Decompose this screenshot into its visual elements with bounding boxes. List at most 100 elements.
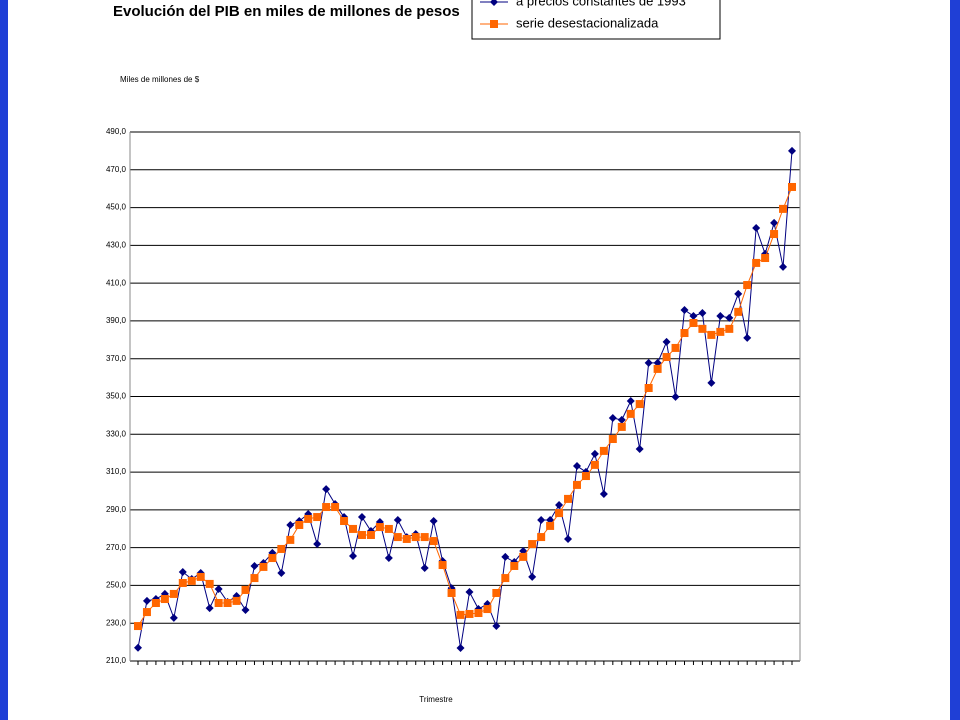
point [779,204,788,213]
point [331,503,340,512]
legend-label: serie desestacionalizada [516,15,659,30]
point [142,608,151,617]
point [680,329,689,338]
point [761,254,770,263]
point [160,595,169,604]
point [653,364,662,373]
point [537,516,546,525]
point [734,307,743,316]
legend-box [471,0,721,40]
y-axis-label: Miles de millones de $ [120,75,200,84]
point [205,579,214,588]
point [671,392,680,401]
point [572,480,581,489]
point [572,462,581,471]
point [277,568,286,577]
y-tick-label: 290,0 [106,505,127,514]
point [134,643,142,652]
point [447,588,456,597]
point [608,414,617,423]
y-tick-label: 250,0 [106,581,127,590]
point [644,358,653,367]
point [429,517,438,526]
point [384,524,393,533]
legend-label: a precios constantes de 1993 [516,0,686,8]
point [689,312,698,321]
series-line [137,186,793,627]
point [752,223,761,232]
point [510,561,519,570]
y-tick-label: 330,0 [106,429,127,438]
point [322,485,331,494]
point [322,503,331,512]
chart-title: Evolución del PIB en miles de millones d… [113,3,460,20]
point [635,445,644,454]
y-tick-label: 490,0 [106,127,127,136]
point [223,598,232,607]
point [474,609,483,618]
point [788,146,796,155]
point [635,400,644,409]
point [295,520,304,529]
point [617,422,626,431]
point [653,358,662,367]
point [725,313,734,322]
x-axis-label: Trimestre [419,695,453,704]
point [599,446,608,455]
point [465,609,474,618]
point [734,289,743,298]
point [349,551,358,560]
y-tick-label: 390,0 [106,316,127,325]
point [716,327,725,336]
point [178,568,187,577]
point [483,605,492,614]
point [151,598,160,607]
point [313,513,322,522]
point [492,622,501,631]
slide-border [0,0,8,720]
point [608,435,617,444]
point [250,574,259,583]
y-tick-label: 350,0 [106,392,127,401]
point [492,588,501,597]
point [375,523,384,532]
point [286,520,295,529]
point [501,552,510,561]
point [214,585,223,594]
point [420,533,429,542]
point [752,258,761,267]
point [671,343,680,352]
point [232,596,241,605]
point [456,610,465,619]
point [546,521,555,530]
point [555,509,564,518]
point [490,0,498,6]
point [564,534,573,543]
point [537,533,546,542]
point [689,319,698,328]
point [716,312,725,321]
point [770,230,779,239]
y-tick-label: 470,0 [106,165,127,174]
point [725,324,734,333]
point [788,182,796,191]
point [384,554,393,563]
point [411,533,420,542]
point [770,218,779,227]
point [590,449,599,458]
point [286,535,295,544]
point [366,530,375,539]
point [590,460,599,469]
point [528,572,537,581]
point [277,544,286,553]
point [438,561,447,570]
y-tick-label: 310,0 [106,467,127,476]
point [340,517,349,526]
point [250,561,259,570]
point [644,383,653,392]
point [429,537,438,546]
point [357,530,366,539]
point [393,516,402,525]
